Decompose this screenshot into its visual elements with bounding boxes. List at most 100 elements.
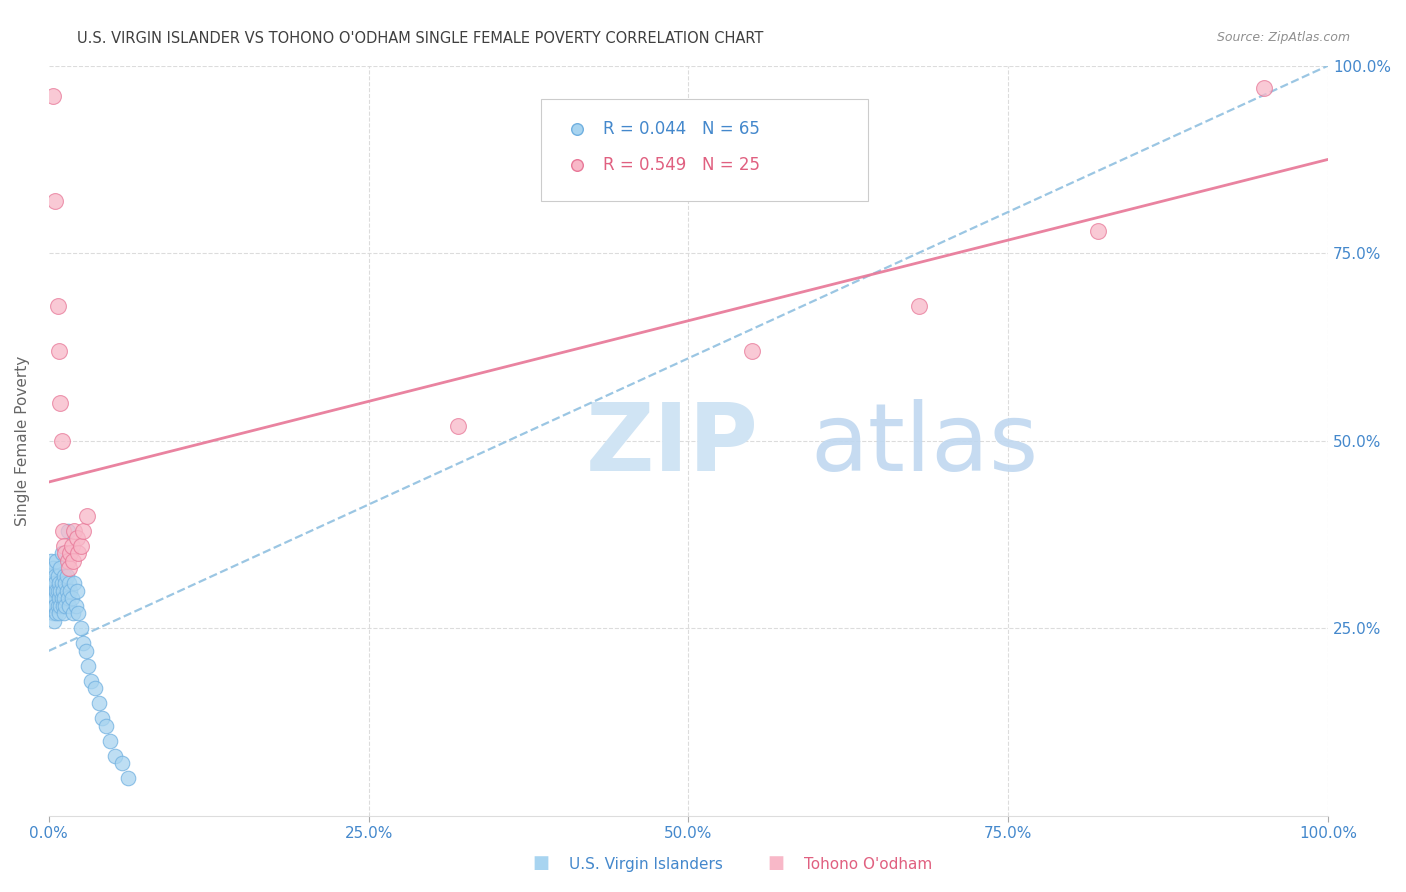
Point <box>51 591 73 606</box>
Point <box>1253 81 1275 95</box>
Point <box>1087 224 1109 238</box>
Text: Source: ZipAtlas.com: Source: ZipAtlas.com <box>1216 31 1350 45</box>
Text: atlas: atlas <box>810 399 1038 491</box>
Point <box>56 591 79 606</box>
Point <box>44 569 66 583</box>
Point <box>59 583 82 598</box>
Point <box>58 599 80 613</box>
Point <box>565 122 588 136</box>
Point <box>46 299 69 313</box>
Point <box>72 524 94 538</box>
Point <box>80 673 103 688</box>
Point <box>66 583 89 598</box>
Point <box>907 299 929 313</box>
Point <box>48 576 70 591</box>
Point <box>741 343 763 358</box>
Point <box>67 607 90 621</box>
Point <box>44 576 66 591</box>
Point <box>69 539 91 553</box>
Point <box>55 546 77 560</box>
Point <box>45 583 67 598</box>
Point <box>52 599 75 613</box>
Point <box>49 583 72 598</box>
Point <box>39 591 62 606</box>
Point <box>41 591 63 606</box>
Y-axis label: Single Female Poverty: Single Female Poverty <box>15 356 30 526</box>
Point <box>41 583 63 598</box>
Point <box>39 569 62 583</box>
Point <box>41 561 63 575</box>
Point <box>117 772 139 786</box>
Text: ■: ■ <box>768 855 785 872</box>
Point <box>67 546 90 560</box>
Point <box>98 734 121 748</box>
Point <box>44 194 66 208</box>
Point <box>49 561 72 575</box>
Point <box>83 681 105 696</box>
Point <box>87 697 110 711</box>
Point <box>55 569 77 583</box>
Point <box>41 607 63 621</box>
Text: U.S. Virgin Islanders: U.S. Virgin Islanders <box>569 857 723 872</box>
Point <box>59 546 82 560</box>
Point <box>53 607 76 621</box>
Point <box>63 576 86 591</box>
Point <box>60 539 83 553</box>
Point <box>44 599 66 613</box>
Point <box>46 599 69 613</box>
Point <box>53 569 76 583</box>
Text: U.S. VIRGIN ISLANDER VS TOHONO O'ODHAM SINGLE FEMALE POVERTY CORRELATION CHART: U.S. VIRGIN ISLANDER VS TOHONO O'ODHAM S… <box>77 31 763 46</box>
Point <box>55 599 77 613</box>
Point <box>91 711 114 725</box>
Point <box>51 546 73 560</box>
Text: Tohono O'odham: Tohono O'odham <box>804 857 932 872</box>
Point <box>565 158 588 172</box>
Point <box>51 434 73 448</box>
Point <box>42 599 65 613</box>
Point <box>111 756 134 771</box>
Point <box>56 554 79 568</box>
Point <box>42 583 65 598</box>
Point <box>104 748 127 763</box>
Point <box>447 418 470 433</box>
Text: ■: ■ <box>533 855 550 872</box>
Point <box>42 576 65 591</box>
Point <box>45 607 67 621</box>
Point <box>48 607 70 621</box>
Point <box>63 524 86 538</box>
Point <box>55 576 77 591</box>
Point <box>46 583 69 598</box>
Point <box>39 554 62 568</box>
Point <box>72 636 94 650</box>
Text: ZIP: ZIP <box>586 399 759 491</box>
Text: R = 0.549   N = 25: R = 0.549 N = 25 <box>603 156 759 175</box>
Point <box>52 583 75 598</box>
Point <box>53 591 76 606</box>
Point <box>62 607 84 621</box>
Point <box>46 569 69 583</box>
Point <box>62 554 84 568</box>
Point <box>77 658 100 673</box>
Point <box>52 524 75 538</box>
Point <box>39 599 62 613</box>
Point <box>49 396 72 410</box>
Point <box>69 621 91 635</box>
Point <box>41 88 63 103</box>
Text: R = 0.044   N = 65: R = 0.044 N = 65 <box>603 120 759 138</box>
Point <box>58 561 80 575</box>
Point <box>48 343 70 358</box>
Point <box>49 599 72 613</box>
FancyBboxPatch shape <box>541 99 868 201</box>
Point <box>76 508 98 523</box>
Point <box>65 599 87 613</box>
Point <box>60 591 83 606</box>
Point <box>66 531 89 545</box>
Point <box>45 554 67 568</box>
Point <box>48 591 70 606</box>
Point <box>44 591 66 606</box>
Point <box>53 539 76 553</box>
Point <box>42 614 65 628</box>
Point <box>58 576 80 591</box>
Point <box>55 583 77 598</box>
Point <box>51 576 73 591</box>
